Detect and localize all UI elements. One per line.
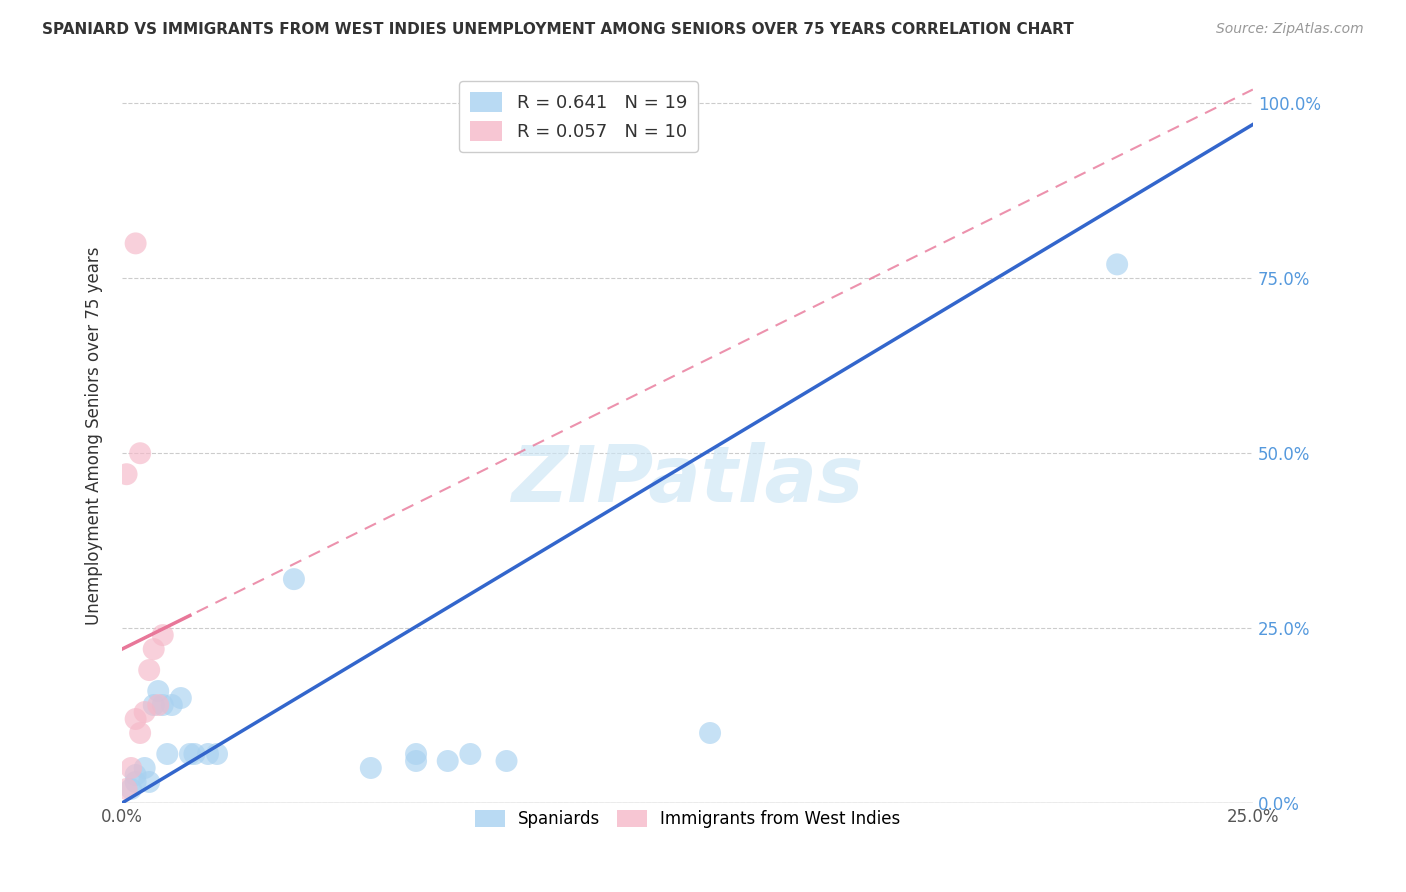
Point <box>138 775 160 789</box>
Point <box>197 747 219 761</box>
Legend: Spaniards, Immigrants from West Indies: Spaniards, Immigrants from West Indies <box>468 804 907 835</box>
Point <box>124 236 146 251</box>
Point <box>148 698 170 712</box>
Point <box>134 761 156 775</box>
Point <box>436 754 458 768</box>
Point <box>160 698 183 712</box>
Point <box>205 747 228 761</box>
Point <box>124 712 146 726</box>
Point <box>460 747 482 761</box>
Point <box>148 684 170 698</box>
Text: Source: ZipAtlas.com: Source: ZipAtlas.com <box>1216 22 1364 37</box>
Point <box>134 705 156 719</box>
Point <box>115 467 138 482</box>
Point <box>360 761 382 775</box>
Point <box>495 754 517 768</box>
Point <box>1107 257 1129 271</box>
Point <box>129 446 152 460</box>
Y-axis label: Unemployment Among Seniors over 75 years: Unemployment Among Seniors over 75 years <box>86 246 103 625</box>
Point <box>699 726 721 740</box>
Text: SPANIARD VS IMMIGRANTS FROM WEST INDIES UNEMPLOYMENT AMONG SENIORS OVER 75 YEARS: SPANIARD VS IMMIGRANTS FROM WEST INDIES … <box>42 22 1074 37</box>
Point <box>156 747 179 761</box>
Point <box>129 726 152 740</box>
Point <box>124 768 146 782</box>
Point <box>120 761 142 775</box>
Point <box>152 628 174 642</box>
Point <box>124 775 146 789</box>
Point <box>138 663 160 677</box>
Point <box>183 747 205 761</box>
Point <box>142 642 165 657</box>
Text: ZIPatlas: ZIPatlas <box>512 442 863 517</box>
Point <box>179 747 201 761</box>
Point <box>142 698 165 712</box>
Point <box>405 754 427 768</box>
Point <box>115 781 138 796</box>
Point <box>170 691 193 706</box>
Point <box>152 698 174 712</box>
Point <box>120 781 142 796</box>
Point <box>405 747 427 761</box>
Point <box>283 572 305 586</box>
